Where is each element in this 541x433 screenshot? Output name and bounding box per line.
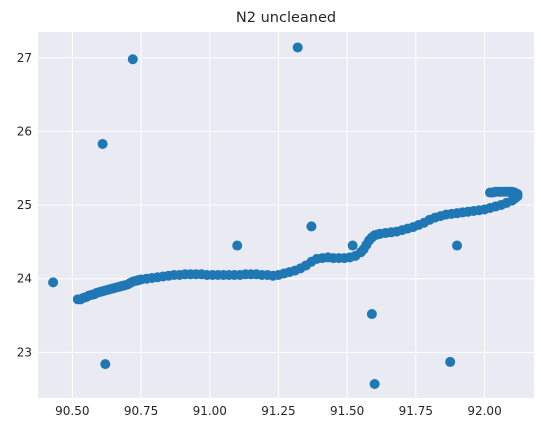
x-tick-label: 91.75 [399, 404, 433, 418]
scatter-point [100, 359, 111, 370]
chart-title: N2 uncleaned [236, 10, 336, 26]
scatter-point [127, 54, 138, 65]
y-axis-ticks: 23 24 25 26 27 [17, 51, 32, 360]
scatter-point [292, 42, 303, 53]
grid-lines [38, 32, 534, 398]
scatter-point [452, 240, 463, 251]
x-tick-label: 91.00 [193, 404, 227, 418]
scatter-point [306, 221, 317, 232]
data-points [48, 42, 523, 390]
scatter-point [347, 240, 358, 251]
x-axis-ticks: 90.50 90.75 91.00 91.25 91.50 91.75 92.00 [55, 404, 502, 418]
x-tick-label: 90.75 [124, 404, 158, 418]
scatter-point [48, 277, 59, 288]
scatter-point [366, 309, 377, 320]
scatter-point [369, 379, 380, 390]
scatter-point [485, 187, 496, 198]
x-tick-label: 92.00 [467, 404, 501, 418]
x-tick-label: 91.50 [330, 404, 364, 418]
y-tick-label: 24 [17, 272, 32, 286]
x-tick-label: 91.25 [261, 404, 295, 418]
y-tick-label: 23 [17, 345, 32, 359]
y-tick-label: 27 [17, 51, 32, 65]
scatter-point [445, 356, 456, 367]
y-tick-label: 26 [17, 124, 32, 138]
x-tick-label: 90.50 [55, 404, 89, 418]
scatter-point [232, 240, 243, 251]
y-tick-label: 25 [17, 198, 32, 212]
scatter-point [97, 138, 108, 149]
